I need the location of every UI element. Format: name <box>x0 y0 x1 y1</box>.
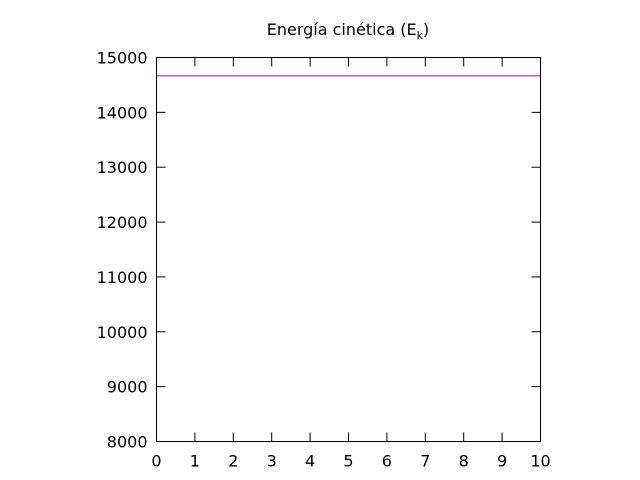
x-tick-label: 3 <box>267 452 277 471</box>
y-tick-label: 15000 <box>97 49 148 68</box>
x-tick-label: 0 <box>151 452 161 471</box>
y-tick-label: 8000 <box>107 433 148 452</box>
plot-frame <box>156 57 541 442</box>
x-tick-label: 5 <box>343 452 353 471</box>
y-axis-ticks: 8000 9000 10000 11000 12000 13000 14000 15000 <box>97 49 541 452</box>
y-tick-label: 13000 <box>97 158 148 177</box>
chart-title-main: Energía cinética (E <box>267 20 417 39</box>
x-tick-label: 4 <box>305 452 315 471</box>
x-axis-ticks: 0 1 2 3 4 5 6 7 8 9 10 <box>151 57 551 471</box>
x-tick-label: 10 <box>530 452 550 471</box>
y-tick-label: 11000 <box>97 268 148 287</box>
chart-title: Energía cinética (Ek) <box>267 20 430 42</box>
x-tick-label: 6 <box>382 452 392 471</box>
x-tick-label: 9 <box>497 452 507 471</box>
y-tick-label: 9000 <box>107 378 148 397</box>
chart-title-close: ) <box>423 20 429 39</box>
x-tick-label: 2 <box>228 452 238 471</box>
y-tick-label: 10000 <box>97 323 148 342</box>
y-tick-label: 12000 <box>97 213 148 232</box>
y-tick-label: 14000 <box>97 103 148 122</box>
x-tick-label: 7 <box>420 452 430 471</box>
chart-title-subscript: k <box>417 29 424 42</box>
x-tick-label: 8 <box>459 452 469 471</box>
x-tick-label: 1 <box>190 452 200 471</box>
